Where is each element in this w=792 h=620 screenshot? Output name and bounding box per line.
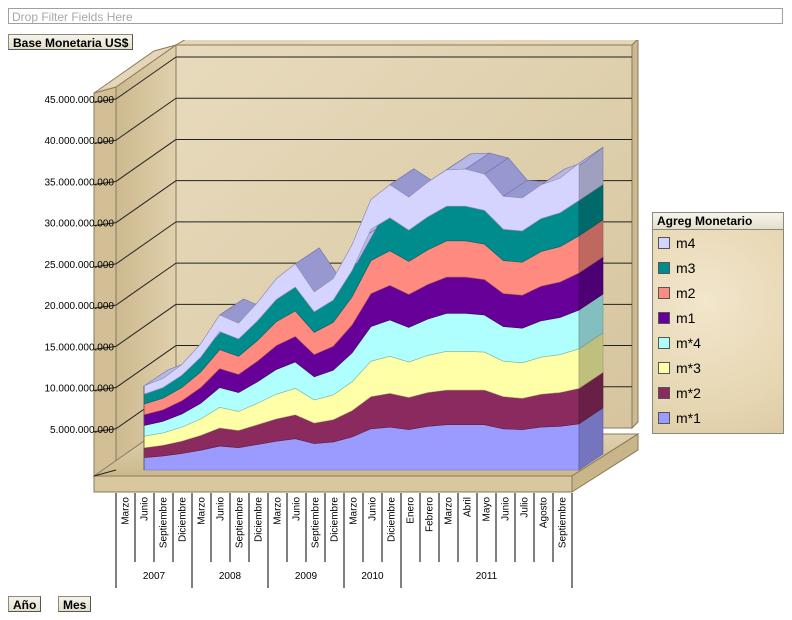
- legend-label: m*4: [676, 334, 701, 351]
- legend-item-m4[interactable]: m4: [653, 230, 783, 255]
- y-tick-label: 10.000.000.000: [44, 384, 114, 395]
- tick-mark: [93, 428, 117, 433]
- y-tick-label: 35.000.000.000: [44, 177, 114, 188]
- legend-swatch: [658, 336, 670, 349]
- x-tick-label: Junio: [140, 497, 151, 521]
- area-front-m4: [143, 162, 580, 395]
- x-tick-label: Septiembre: [558, 497, 569, 549]
- year-group-label: 2010: [361, 571, 384, 582]
- legend-swatch: [658, 286, 670, 299]
- x-tick-label: Junio: [368, 497, 379, 521]
- gridline-side: [115, 262, 177, 306]
- legend-label: m3: [676, 259, 696, 276]
- x-tick-label: Agosto: [539, 497, 550, 529]
- x-tick-label: Diciembre: [330, 497, 341, 542]
- x-tick-label: Enero: [406, 497, 417, 524]
- gridline-side: [115, 303, 177, 347]
- legend-label: m*3: [676, 359, 701, 376]
- x-tick-label: Marzo: [349, 497, 360, 525]
- legend-title[interactable]: Agreg Monetario: [653, 213, 783, 230]
- floor-side: [571, 433, 639, 493]
- filter-drop-zone[interactable]: Drop Filter Fields Here: [8, 8, 783, 24]
- tick-mark: [93, 469, 117, 477]
- tick-mark: [93, 222, 117, 227]
- y-tick-label: 25.000.000.000: [44, 260, 114, 271]
- legend-item-m1[interactable]: m1: [653, 305, 783, 330]
- year-group-label: 2009: [295, 571, 318, 582]
- row-field-year[interactable]: Año: [8, 596, 42, 612]
- x-tick-label: Junio: [501, 497, 512, 521]
- x-tick-label: Febrero: [425, 497, 436, 532]
- floor-front: [93, 475, 573, 493]
- legend-label: m1: [676, 309, 696, 326]
- row-field-month[interactable]: Mes: [58, 596, 92, 612]
- year-group-label: 2011: [476, 571, 498, 582]
- x-axis: Marzo Junio Septiembre Diciembre Marzo Junio S…: [115, 493, 573, 588]
- back-wall-edge: [631, 40, 639, 430]
- legend-swatch: [658, 361, 670, 374]
- x-tick-label: Junio: [292, 497, 303, 521]
- tick-mark: [93, 263, 117, 268]
- series-areas: [143, 146, 604, 471]
- year-group-label: 2007: [143, 571, 166, 582]
- y-tick-label: 15.000.000.000: [44, 342, 114, 353]
- legend: Agreg Monetario m4 m3 m2 m1 m*4 m*3 m*2 m*1: [652, 212, 784, 434]
- gridline-side: [115, 345, 177, 388]
- tick-mark: [93, 345, 117, 350]
- x-tick-label: Diciembre: [178, 497, 189, 542]
- legend-label: m2: [676, 284, 696, 301]
- x-tick-label: Marzo: [121, 497, 132, 525]
- x-tick-label: Diciembre: [254, 497, 265, 542]
- legend-item-m*3[interactable]: m*3: [653, 355, 783, 380]
- gridline-side: [115, 56, 177, 100]
- y-tick-label: 30.000.000.000: [44, 219, 114, 230]
- legend-item-m*1[interactable]: m*1: [653, 405, 783, 430]
- legend-swatch: [658, 236, 670, 249]
- tick-mark: [93, 98, 117, 103]
- tick-mark: [93, 304, 117, 309]
- back-wall-top: [174, 40, 638, 46]
- gridline-side: [115, 97, 177, 141]
- x-tick-label: Septiembre: [235, 497, 246, 549]
- legend-item-m*4[interactable]: m*4: [653, 330, 783, 355]
- legend-swatch: [658, 386, 670, 399]
- y-tick-label: 45.000.000.000: [44, 95, 114, 106]
- x-tick-label: Septiembre: [159, 497, 170, 549]
- year-group-label: 2008: [219, 571, 242, 582]
- x-tick-label: Marzo: [273, 497, 284, 525]
- legend-label: m*2: [676, 384, 701, 401]
- y-axis: 5.000.000.000 10.000.000.000 15.000.000.00…: [44, 95, 117, 477]
- legend-label: m4: [676, 234, 696, 251]
- x-tick-label: Septiembre: [311, 497, 322, 549]
- x-tick-label: Diciembre: [387, 497, 398, 542]
- legend-swatch: [658, 261, 670, 274]
- tick-mark: [93, 387, 117, 392]
- gridline-side: [115, 221, 177, 265]
- legend-label: m*1: [676, 409, 701, 426]
- area-chart: 5.000.000.000 10.000.000.000 15.000.000.00…: [44, 40, 640, 588]
- x-tick-label: Marzo: [197, 497, 208, 525]
- x-tick-label: Abril: [463, 497, 474, 517]
- y-tick-label: 20.000.000.000: [44, 301, 114, 312]
- gridline-side: [115, 139, 177, 182]
- legend-item-m*2[interactable]: m*2: [653, 380, 783, 405]
- legend-item-m3[interactable]: m3: [653, 255, 783, 280]
- data-field-button[interactable]: Base Monetaria US$: [8, 34, 134, 50]
- y-tick-label: 40.000.000.000: [44, 136, 114, 147]
- legend-item-m2[interactable]: m2: [653, 280, 783, 305]
- y-tick-label: 5.000.000.000: [50, 425, 114, 436]
- legend-swatch: [658, 411, 670, 424]
- gridline-side: [115, 180, 177, 224]
- x-tick-label: Junio: [216, 497, 227, 521]
- x-tick-label: Julio: [520, 497, 531, 518]
- x-tick-label: Marzo: [444, 497, 455, 525]
- tick-mark: [93, 180, 117, 185]
- tick-mark: [93, 139, 117, 144]
- x-tick-label: Mayo: [482, 497, 493, 522]
- legend-swatch: [658, 311, 670, 324]
